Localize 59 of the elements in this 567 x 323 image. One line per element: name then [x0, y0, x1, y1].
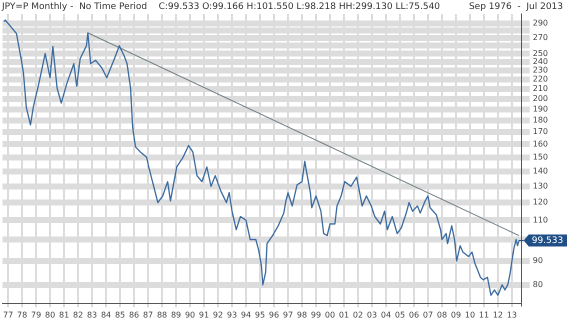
x-tick-label: 89 — [170, 310, 182, 320]
x-tick-label: 81 — [58, 310, 70, 320]
x-tick-label: 10 — [464, 310, 476, 320]
y-tick-label: 150 — [532, 152, 548, 162]
x-tick-label: 08 — [436, 310, 448, 320]
x-tick-label: 88 — [156, 310, 168, 320]
chart-subtitle: Sep 1976 - Jul 2013 — [468, 2, 563, 12]
x-tick-label: 99 — [310, 310, 322, 320]
x-tick-label: 06 — [408, 310, 420, 320]
y-tick-label: 110 — [532, 215, 548, 224]
x-tick-label: 01 — [338, 310, 350, 320]
x-tick-label: 04 — [380, 310, 392, 320]
y-tick-label: 90 — [532, 256, 543, 266]
x-tick-label: 13 — [506, 310, 518, 320]
x-tick-label: 12 — [492, 310, 504, 320]
x-tick-label: 90 — [184, 310, 196, 320]
x-tick-label: 92 — [212, 310, 224, 320]
x-tick-label: 96 — [268, 310, 280, 320]
x-tick-label: 93 — [226, 310, 238, 320]
annotation: 99.533 — [532, 236, 564, 246]
x-tick-label: 78 — [16, 310, 28, 320]
x-tick-label: 83 — [86, 310, 98, 320]
x-tick-label: 91 — [198, 310, 210, 320]
y-tick-label: 190 — [532, 104, 548, 114]
x-tick-label: 80 — [44, 310, 56, 320]
y-tick-label: 170 — [532, 126, 548, 136]
x-tick-label: 00 — [324, 310, 336, 320]
x-tick-label: 07 — [422, 310, 434, 320]
y-tick-label: 210 — [532, 84, 548, 94]
x-tick-label: 86 — [128, 310, 140, 320]
y-tick-label: 140 — [532, 166, 548, 176]
x-tick-label: 87 — [142, 310, 154, 320]
y-tick-label: 250 — [532, 48, 548, 58]
x-tick-label: 11 — [478, 310, 490, 320]
y-tick-label: 220 — [532, 74, 548, 84]
x-tick-label: 95 — [254, 310, 266, 320]
y-tick-label: 120 — [532, 198, 548, 207]
y-tick-label: 180 — [532, 115, 548, 124]
x-tick-label: 97 — [282, 310, 294, 320]
x-tick-label: 79 — [30, 310, 42, 320]
y-tick-label: 240 — [532, 57, 548, 66]
y-tick-label: 290 — [532, 18, 548, 28]
y-tick-label: 230 — [532, 66, 548, 75]
x-tick-label: 82 — [72, 310, 84, 320]
y-tick-label: 80 — [532, 280, 543, 289]
y-tick-label: 160 — [532, 139, 548, 148]
x-tick-label: 09 — [450, 310, 462, 320]
y-tick-label: 130 — [532, 181, 548, 190]
x-tick-label: 84 — [100, 310, 112, 320]
y-tick-label: 200 — [532, 94, 548, 104]
x-tick-label: 05 — [394, 310, 406, 320]
x-tick-label: 03 — [366, 310, 378, 320]
x-tick-label: 02 — [352, 310, 364, 320]
chart-title: JPY=P Monthly - No Time Period C:99.533 O:99.166 H:101.550 L:98.218 HH:299.130 LL:75.540 — [1, 2, 440, 12]
x-tick-label: 98 — [296, 310, 308, 320]
x-tick-label: 94 — [240, 310, 252, 320]
y-tick-label: 270 — [532, 33, 548, 42]
x-tick-label: 77 — [2, 310, 14, 320]
x-tick-label: 85 — [114, 310, 126, 320]
